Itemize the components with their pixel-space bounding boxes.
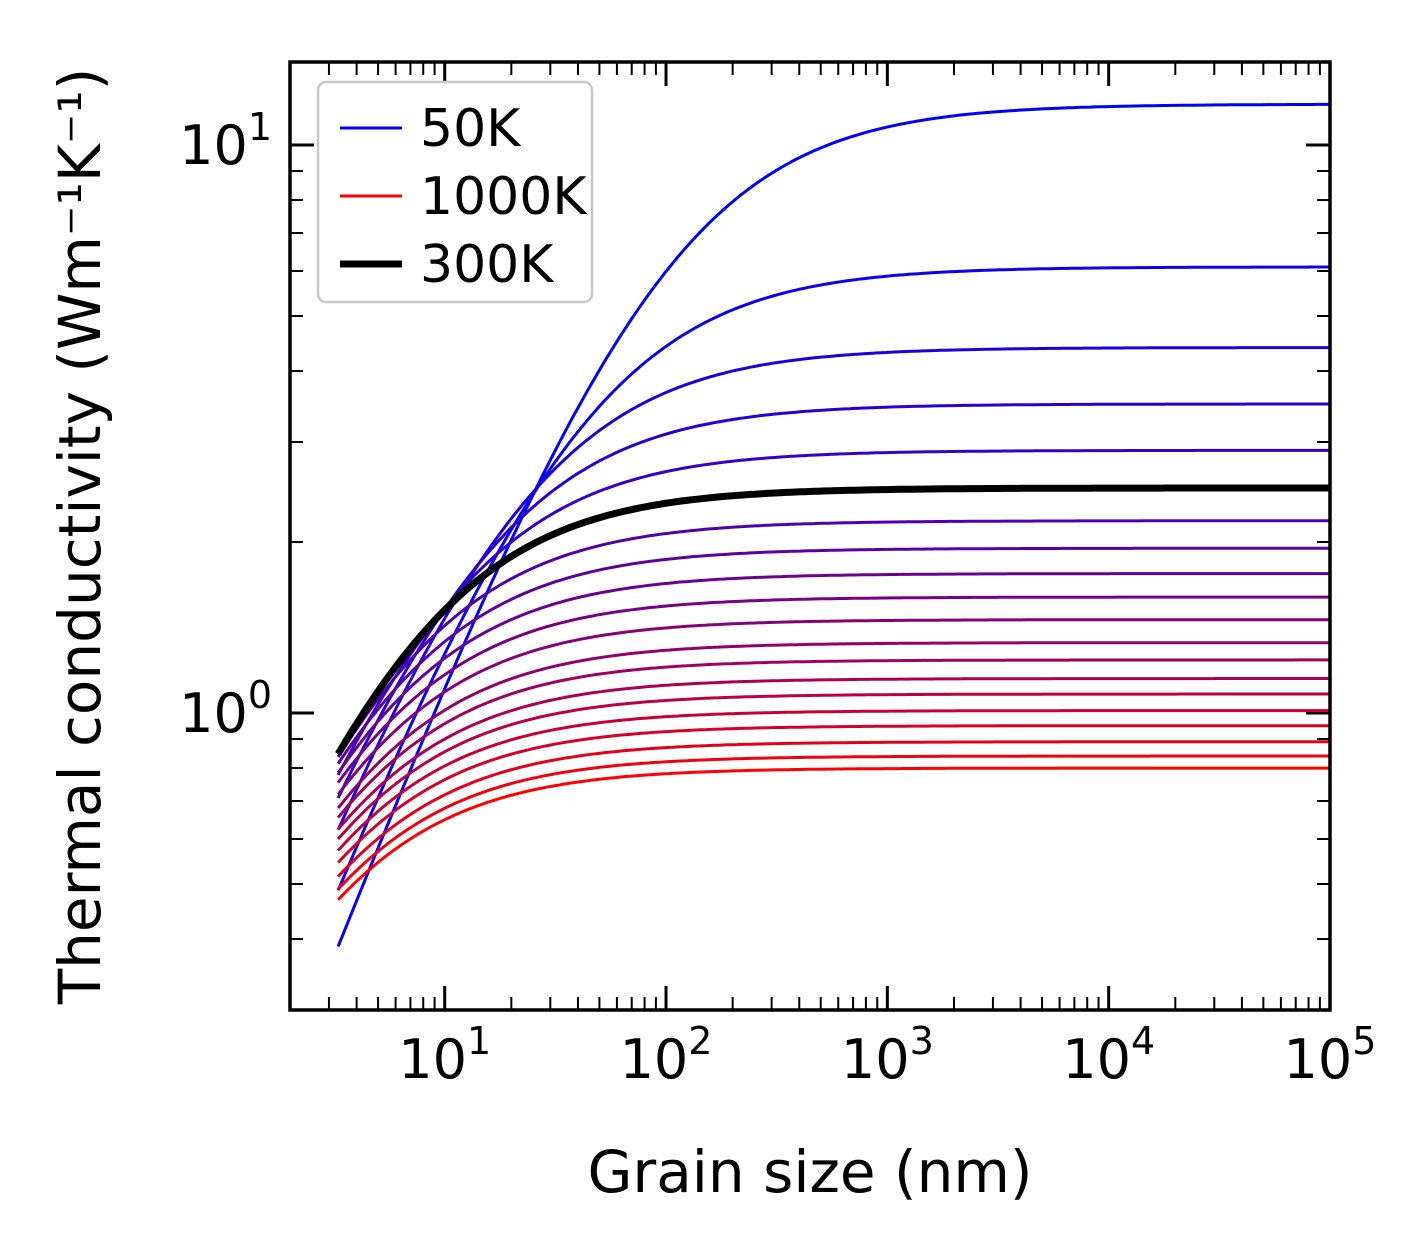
curve-200K bbox=[336, 402, 1330, 799]
y-axis-label: Thermal conductivity (Wm⁻¹K⁻¹) bbox=[46, 67, 114, 1005]
curve-450K bbox=[336, 572, 1330, 774]
curve-850K bbox=[337, 724, 1330, 864]
curve-500K bbox=[336, 595, 1330, 784]
temperature-curves bbox=[335, 102, 1330, 947]
curve-950K bbox=[337, 754, 1330, 891]
curve-300K bbox=[335, 484, 1330, 756]
curve-250K bbox=[336, 448, 1330, 776]
curve-400K bbox=[336, 546, 1330, 765]
legend: 50K 1000K 300K bbox=[316, 80, 594, 304]
curve-350K bbox=[336, 519, 1330, 758]
y-tick-label: 101 bbox=[179, 105, 272, 177]
axis-ticks bbox=[290, 62, 1332, 1010]
x-tick-label: 102 bbox=[620, 1019, 713, 1091]
x-axis-label: Grain size (nm) bbox=[587, 1138, 1033, 1206]
curve-50K bbox=[336, 102, 1330, 947]
legend-label-300K: 300K bbox=[420, 235, 555, 295]
curve-900K bbox=[337, 740, 1330, 878]
legend-label-50K: 50K bbox=[420, 99, 522, 159]
curve-100K bbox=[336, 265, 1330, 891]
x-tick-label: 101 bbox=[398, 1019, 491, 1091]
curve-600K bbox=[336, 641, 1330, 809]
curve-1000K bbox=[337, 766, 1330, 901]
x-tick-label: 105 bbox=[1284, 1019, 1377, 1091]
curve-550K bbox=[336, 618, 1330, 796]
plot-frame bbox=[288, 60, 1332, 1012]
legend-label-1000K: 1000K bbox=[420, 167, 588, 227]
curve-650K bbox=[336, 658, 1330, 819]
curve-700K bbox=[336, 677, 1330, 831]
y-tick-label: 100 bbox=[179, 673, 272, 745]
x-tick-label: 103 bbox=[841, 1019, 934, 1091]
curve-800K bbox=[336, 709, 1330, 852]
x-tick-label: 104 bbox=[1062, 1019, 1155, 1091]
tick-labels: 101 102 103 104 105 100 101 bbox=[179, 105, 1376, 1091]
curve-750K bbox=[336, 692, 1330, 841]
legend-box bbox=[316, 80, 594, 304]
curve-150K bbox=[336, 346, 1330, 831]
